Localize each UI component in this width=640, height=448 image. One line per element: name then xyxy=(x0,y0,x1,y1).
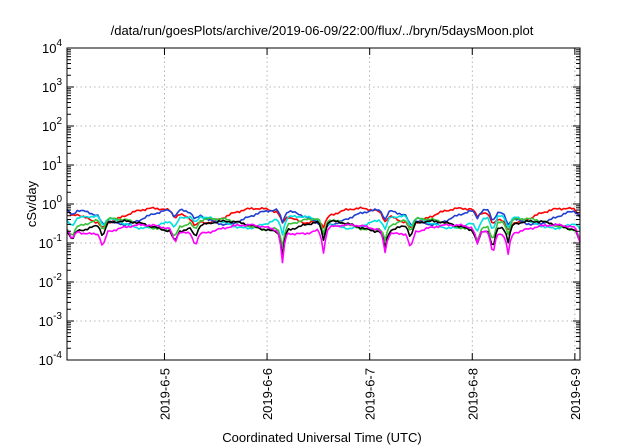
x-tick-label: 2019-6-5 xyxy=(157,368,172,420)
x-axis: 2019-6-5 2019-6-6 2019-6-7 2019-6-8 2019-6-9 xyxy=(157,48,583,420)
series-line xyxy=(66,223,581,264)
x-tick-label: 2019-6-7 xyxy=(363,368,378,420)
series-line xyxy=(66,219,581,256)
y-tick-label: 10-1 xyxy=(39,233,63,251)
chart-title: /data/run/goesPlots/archive/2019-06-09/2… xyxy=(111,23,534,38)
x-tick-label: 2019-6-9 xyxy=(568,368,583,420)
y-tick-label: 10-4 xyxy=(39,350,63,368)
y-tick-label: 104 xyxy=(42,38,62,56)
series-line xyxy=(66,216,581,248)
y-axis: 10-4 10-3 10-2 10-1 100 101 102 103 104 xyxy=(39,38,580,368)
y-tick-label: 102 xyxy=(42,116,62,134)
y-tick-label: 10-3 xyxy=(39,311,63,329)
x-tick-label: 2019-6-8 xyxy=(465,368,480,420)
y-tick-label: 103 xyxy=(42,77,62,95)
y-tick-label: 101 xyxy=(42,155,62,173)
x-axis-label: Coordinated Universal Time (UTC) xyxy=(222,430,421,445)
plot-series xyxy=(66,206,581,264)
y-tick-label: 100 xyxy=(42,194,62,212)
grid xyxy=(67,48,580,360)
x-tick-label: 2019-6-6 xyxy=(260,368,275,420)
y-axis-label: cSv/day xyxy=(24,180,39,227)
y-tick-label: 10-2 xyxy=(39,272,63,290)
series-line xyxy=(66,206,581,230)
